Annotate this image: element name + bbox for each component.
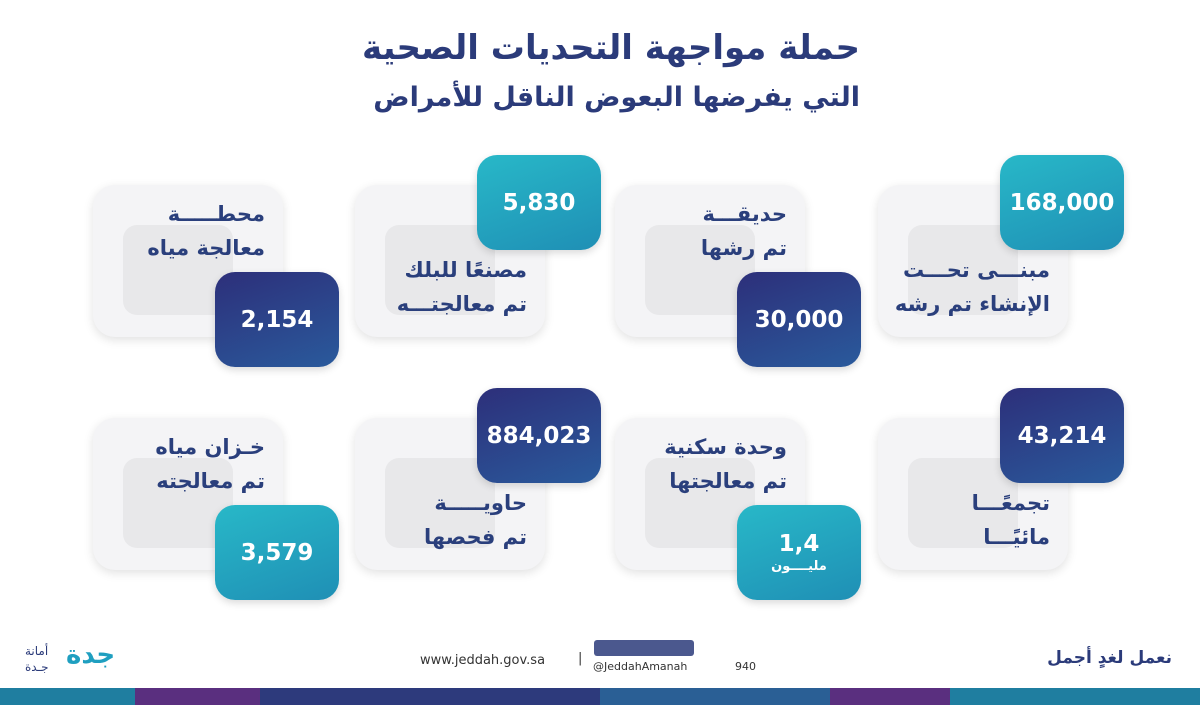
value: 1,4 <box>778 531 820 557</box>
card-label: الإنشاء تم رشه <box>894 292 1050 316</box>
strip <box>135 688 260 705</box>
title: حملة مواجهة التحديات الصحية <box>362 28 860 68</box>
card-label: مائيًـــا <box>983 525 1050 549</box>
card-label: وحدة سكنية <box>664 435 787 459</box>
separator: | <box>578 651 583 666</box>
icon <box>123 225 233 315</box>
value-badge: 43,214 <box>1000 388 1124 483</box>
icon <box>645 458 755 548</box>
card-label: تم رشها <box>700 236 787 260</box>
strip <box>950 688 1200 705</box>
value: 3,579 <box>240 539 314 566</box>
icon <box>908 458 1018 548</box>
slogan: نعمل لغدٍ أجمل <box>1047 648 1172 668</box>
card-label: تم معالجتـــه <box>396 292 527 316</box>
card-label: تم فحصها <box>424 525 527 549</box>
card-label: مصنعًا للبلك <box>404 258 527 282</box>
strip <box>600 688 830 705</box>
subtitle: التي يفرضها البعوض الناقل للأمراض <box>373 82 860 113</box>
value: 168,000 <box>1009 189 1115 216</box>
strip <box>830 688 950 705</box>
card-label: معالجة مياه <box>147 236 265 260</box>
phone[interactable]: 940 <box>735 660 756 673</box>
card-label: مبنـــى تحـــت <box>902 258 1050 282</box>
value-badge: 3,579 <box>215 505 339 600</box>
card-label: محطـــــة <box>167 202 265 226</box>
strip <box>0 688 135 705</box>
value-badge: 30,000 <box>737 272 861 367</box>
value-badge: 884,023 <box>477 388 601 483</box>
value-badge: 2,154 <box>215 272 339 367</box>
logo-top: أمانة <box>25 644 49 658</box>
value: 5,830 <box>502 189 576 216</box>
value: 884,023 <box>486 422 592 449</box>
handle[interactable]: @JeddahAmanah <box>593 660 688 673</box>
value-badge: 5,830 <box>477 155 601 250</box>
value-badge: 1,4 مليــــون <box>737 505 861 600</box>
website[interactable]: www.jeddah.gov.sa <box>420 653 546 668</box>
card-label: تم معالجته <box>156 469 265 493</box>
icon <box>385 458 495 548</box>
icon <box>123 458 233 548</box>
card <box>93 185 283 337</box>
value: 2,154 <box>240 306 314 333</box>
card-label: تجمعًـــا <box>971 491 1050 515</box>
value: 30,000 <box>754 306 844 333</box>
value: 43,214 <box>1017 422 1107 449</box>
icon <box>908 225 1018 315</box>
icon <box>385 225 495 315</box>
card-label: حديقـــة <box>702 202 787 226</box>
strip <box>260 688 600 705</box>
card <box>355 185 545 337</box>
logo-bottom: جـدة <box>25 660 49 674</box>
unit: مليــــون <box>771 559 827 574</box>
card-label: تم معالجتها <box>669 469 787 493</box>
card-label: حاويـــــة <box>434 491 527 515</box>
social-icons[interactable] <box>594 640 694 656</box>
card-label: خـزان مياه <box>155 435 265 459</box>
logo-mark: جدة <box>66 640 116 670</box>
value-badge: 168,000 <box>1000 155 1124 250</box>
icon <box>645 225 755 315</box>
